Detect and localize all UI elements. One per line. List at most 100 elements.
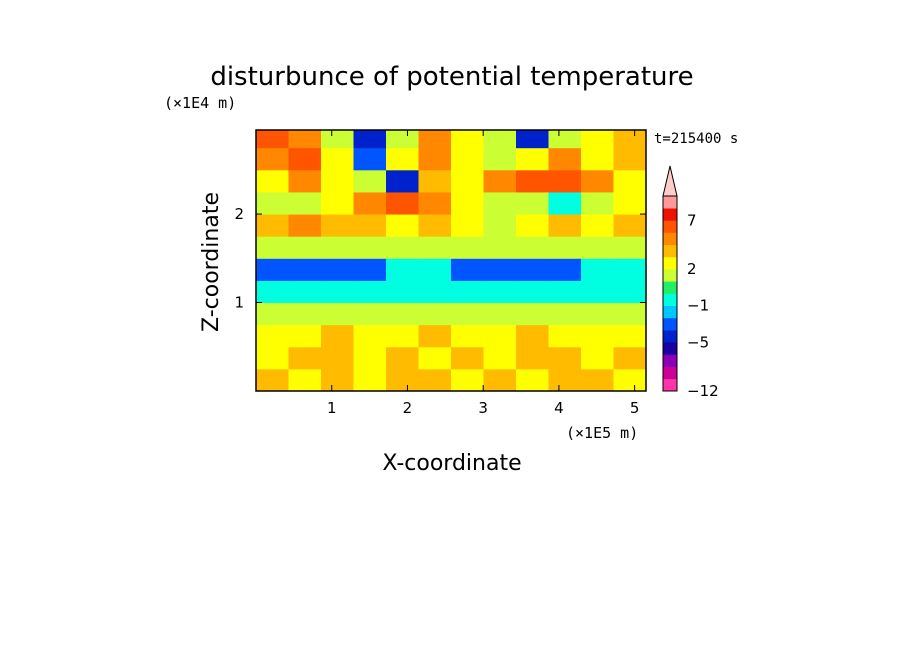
heatmap-cell: [548, 214, 582, 237]
heatmap-cell: [256, 214, 289, 237]
chart-title: disturbunce of potential temperature: [210, 62, 693, 92]
heatmap-cell: [613, 214, 647, 237]
heatmap-cell: [548, 324, 582, 348]
colorbar-label: 7: [687, 211, 697, 229]
colorbar: −12−5−127: [662, 165, 719, 400]
heatmap-cell: [288, 368, 322, 392]
heatmap-cell: [516, 191, 549, 215]
colorbar-segment: [663, 378, 677, 392]
heatmap-cell: [516, 302, 549, 326]
heatmap-cell: [516, 258, 549, 281]
heatmap-cell: [548, 236, 582, 259]
heatmap-cell: [483, 191, 517, 215]
heatmap-cell: [353, 258, 387, 281]
heatmap-cell: [288, 191, 322, 215]
colorbar-label: −12: [687, 382, 719, 400]
heatmap-cell: [451, 191, 484, 215]
heatmap-cell: [581, 258, 614, 281]
heatmap-cell: [516, 214, 549, 237]
heatmap-cell: [321, 346, 354, 370]
heatmap-cell: [451, 147, 484, 171]
heatmap-cell: [386, 324, 419, 348]
heatmap-cell: [321, 324, 354, 348]
heatmap-cell: [386, 280, 419, 304]
heatmap-cell: [418, 324, 452, 348]
heatmap-cell: [321, 280, 354, 304]
heatmap-cell: [321, 258, 354, 281]
heatmap-cell: [548, 258, 582, 281]
heatmap-cell: [386, 258, 419, 281]
heatmap-cell: [516, 147, 549, 171]
heatmap-cell: [353, 280, 387, 304]
heatmap-cell: [613, 302, 647, 326]
heatmap-cell: [516, 368, 549, 392]
x-tick-label: 3: [478, 399, 488, 417]
colorbar-segment: [663, 354, 677, 367]
heatmap-cell: [516, 169, 549, 193]
heatmap-cell: [613, 346, 647, 370]
heatmap-cell: [516, 346, 549, 370]
heatmap-cell: [581, 236, 614, 259]
heatmap-cell: [386, 302, 419, 326]
heatmap-cell: [386, 191, 419, 215]
colorbar-segment: [663, 317, 677, 331]
heatmap-cell: [321, 130, 354, 149]
heatmap-cell: [386, 130, 419, 149]
heatmap-cell: [353, 147, 387, 171]
heatmap-cell: [288, 302, 322, 326]
heatmap-cell: [548, 368, 582, 392]
plot-area: [256, 130, 647, 392]
heatmap-cell: [483, 147, 517, 171]
heatmap-cell: [548, 346, 582, 370]
colorbar-label: −5: [687, 333, 709, 351]
heatmap-cell: [581, 214, 614, 237]
heatmap-cell: [321, 169, 354, 193]
heatmap-cell: [353, 214, 387, 237]
heatmap-cell: [353, 346, 387, 370]
colorbar-segment: [663, 208, 677, 221]
heatmap-cell: [581, 346, 614, 370]
colorbar-segment: [663, 269, 677, 282]
heatmap-cell: [581, 368, 614, 392]
heatmap-cell: [613, 191, 647, 215]
heatmap-cell: [451, 236, 484, 259]
heatmap-cell: [288, 169, 322, 193]
heatmap-cell: [256, 346, 289, 370]
colorbar-frame: [662, 195, 678, 392]
heatmap-cell: [548, 280, 582, 304]
heatmap-cell: [451, 324, 484, 348]
heatmap-cell: [613, 236, 647, 259]
heatmap-cell: [353, 324, 387, 348]
y-axis: 12: [234, 205, 646, 312]
heatmap-cell: [256, 324, 289, 348]
colorbar-segment: [663, 220, 677, 233]
x-tick-label: 1: [327, 399, 337, 417]
heatmap-cell: [256, 258, 289, 281]
heatmap-cell: [613, 147, 647, 171]
heatmap-cell: [451, 258, 484, 281]
colorbar-segment: [663, 232, 677, 246]
heatmap-cell: [451, 368, 484, 392]
heatmap-cell: [483, 346, 517, 370]
heatmap-cell: [288, 346, 322, 370]
heatmap-cell: [256, 130, 289, 149]
heatmap-cell: [548, 147, 582, 171]
heatmap-cell: [288, 258, 322, 281]
heatmap-cell: [386, 368, 419, 392]
heatmap-cell: [288, 214, 322, 237]
heatmap-cell: [386, 214, 419, 237]
heatmap-cell: [613, 258, 647, 281]
heatmap-cell: [321, 147, 354, 171]
heatmap-cell: [483, 368, 517, 392]
heatmap-cell: [353, 236, 387, 259]
heatmap-cell: [548, 169, 582, 193]
heatmap-cell: [581, 280, 614, 304]
heatmap-cell: [418, 258, 452, 281]
heatmap-cell: [418, 236, 452, 259]
heatmap-cell: [288, 130, 322, 149]
heatmap-cell: [418, 346, 452, 370]
heatmap-cell: [256, 236, 289, 259]
y-axis-title: Z-coordinate: [199, 192, 224, 332]
heatmap-cell: [256, 302, 289, 326]
